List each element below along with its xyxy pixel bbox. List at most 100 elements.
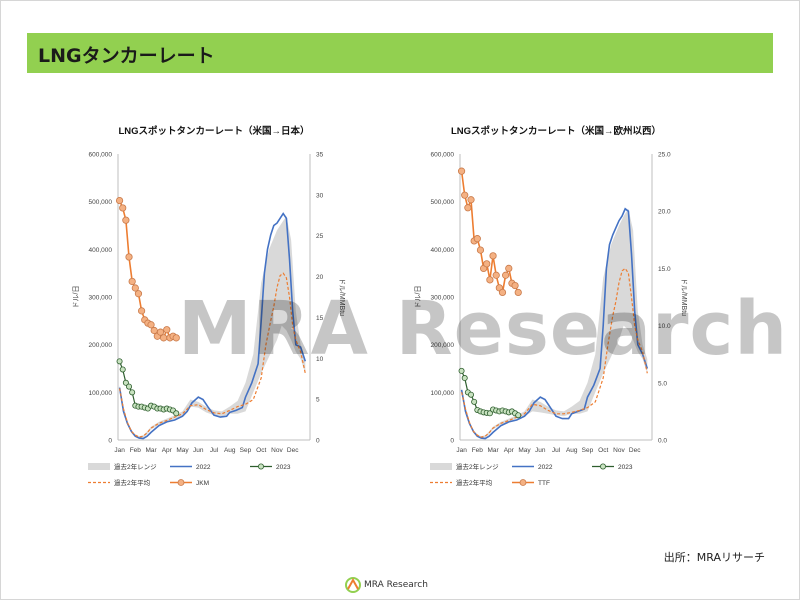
- series-price-point: [511, 281, 519, 290]
- series-price-point: [483, 260, 491, 268]
- series-2023-point: [129, 389, 136, 396]
- series-2023-point: [116, 358, 123, 365]
- title-bar: LNGタンカーレート: [27, 33, 773, 73]
- y2-tick-label: 35: [316, 152, 324, 159]
- series-price-point: [476, 246, 485, 254]
- y-tick-label: 200,000: [431, 342, 455, 349]
- series-price-point: [160, 334, 168, 342]
- legend-label: 2022: [196, 464, 211, 471]
- legend-swatch-range: [88, 463, 110, 470]
- y-tick-label: 100,000: [431, 390, 455, 397]
- series-price-point: [147, 321, 155, 329]
- series-2023-point: [173, 410, 180, 417]
- y-tick-label: 100,000: [89, 390, 113, 397]
- watermark: MRA Research: [178, 286, 789, 372]
- x-tick-label: Nov: [271, 447, 283, 454]
- x-tick-label: Jul: [210, 447, 219, 454]
- legend-label: 過去2年レンジ: [456, 462, 499, 471]
- legend-label: 過去2年平均: [114, 478, 151, 487]
- chart-title: LNGスポットタンカーレート（米国→欧州以西）: [451, 125, 661, 137]
- series-price-point: [489, 252, 497, 260]
- series-price-point: [172, 334, 180, 342]
- y-tick-label: 0: [108, 438, 112, 445]
- y-tick-label: 500,000: [431, 199, 455, 206]
- x-tick-label: Aug: [566, 447, 578, 454]
- chart-us-japan: LNGスポットタンカーレート（米国→日本） 0 100,000 200,000 300,…: [72, 125, 345, 487]
- legend-label: 2023: [276, 464, 291, 471]
- y-tick-label: 300,000: [431, 295, 455, 302]
- legend-marker-2023: [257, 463, 264, 470]
- y-tick-label: 300,000: [89, 295, 113, 302]
- y-tick-label: 200,000: [89, 342, 113, 349]
- x-tick-label: Dec: [629, 447, 641, 454]
- x-tick-label: May: [518, 447, 531, 454]
- y-tick-label: 0: [450, 438, 454, 445]
- source-note: 出所：MRAリサーチ: [663, 551, 765, 564]
- legend-swatch-range: [430, 463, 452, 470]
- y-tick-label: 500,000: [89, 199, 113, 206]
- legend-label: TTF: [538, 480, 550, 487]
- footer-logo-text: MRA Research: [364, 580, 428, 590]
- y2-tick-label: 10.0: [658, 323, 671, 330]
- y2-tick-label: 0.0: [658, 438, 667, 445]
- x-tick-label: Apr: [504, 447, 515, 454]
- page-title: LNGタンカーレート: [38, 45, 215, 67]
- series-2023-point: [468, 391, 475, 398]
- range-band-area: [461, 208, 648, 439]
- series-2022-line: [118, 212, 307, 440]
- x-tick-label: Sep: [240, 447, 252, 454]
- series-price-point: [134, 290, 143, 298]
- y2-tick-label: 0: [316, 438, 320, 445]
- legend-label: 2022: [538, 464, 553, 471]
- series-price-point: [122, 216, 130, 224]
- series-2022-line: [460, 207, 649, 440]
- chart-title: LNGスポットタンカーレート（米国→日本）: [118, 125, 309, 137]
- x-tick-label: Jan: [456, 447, 467, 454]
- y-tick-label: 400,000: [431, 247, 455, 254]
- series-price-point: [457, 167, 466, 175]
- y2-tick-label: 15: [316, 315, 324, 322]
- mra-logo-icon: [345, 577, 361, 593]
- y2-tick-label: 10: [316, 356, 324, 363]
- series-price-point: [125, 253, 133, 261]
- footer-logo: MRA Research: [344, 576, 428, 596]
- series-price-point: [461, 191, 469, 199]
- x-tick-label: Apr: [162, 447, 173, 454]
- x-tick-label: Jan: [114, 447, 125, 454]
- y2-tick-label: 5: [316, 397, 320, 404]
- x-tick-label: Mar: [487, 447, 499, 454]
- y2-tick-label: 5.0: [658, 380, 667, 387]
- x-tick-label: Feb: [472, 447, 484, 454]
- series-price-point: [115, 196, 124, 205]
- series-2023-point: [515, 412, 522, 419]
- legend-label: 過去2年レンジ: [114, 462, 157, 471]
- legend-label: 2023: [618, 464, 633, 471]
- x-tick-label: Jun: [193, 447, 204, 454]
- x-tick-label: Jul: [552, 447, 561, 454]
- y2-tick-label: 20.0: [658, 209, 671, 216]
- x-tick-label: Aug: [224, 447, 236, 454]
- y-axis-title: ドル/日: [414, 286, 422, 309]
- series-price-point: [498, 288, 507, 297]
- series-2023-point: [486, 410, 493, 417]
- y2-tick-label: 20: [316, 274, 324, 281]
- series-price-point: [128, 277, 136, 286]
- x-tick-label: Dec: [287, 447, 299, 454]
- y-tick-label: 600,000: [89, 152, 113, 159]
- series-price-point: [464, 204, 472, 212]
- x-tick-label: Sep: [582, 447, 594, 454]
- series-2023-point: [119, 366, 126, 373]
- series-2023-point: [458, 367, 465, 374]
- series-2023-point: [461, 375, 468, 382]
- range-band-area: [119, 216, 306, 439]
- x-tick-label: Mar: [145, 447, 157, 454]
- x-tick-label: May: [176, 447, 189, 454]
- y-axis-title: ドル/日: [72, 286, 80, 309]
- series-price-point: [502, 271, 510, 279]
- series-2023-point: [471, 398, 478, 405]
- y-tick-label: 400,000: [89, 247, 113, 254]
- series-price-point: [505, 264, 513, 272]
- series-price-point: [492, 271, 500, 279]
- series-avg-line: [461, 267, 648, 438]
- x-tick-label: Jun: [535, 447, 546, 454]
